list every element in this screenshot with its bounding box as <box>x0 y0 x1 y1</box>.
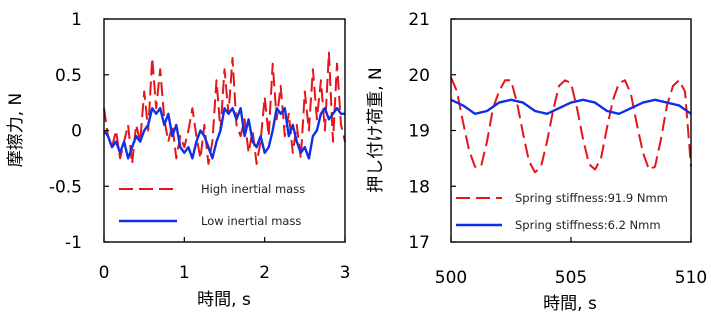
friction-force-chart: -1 -0.5 0 0.5 1 0 1 2 3 時間, s 摩擦力, N High inerti… <box>6 10 350 310</box>
load-y-tick-label: 20 <box>408 66 430 86</box>
load-ticks: 17 18 19 20 21 500 505 510 <box>408 10 707 288</box>
series-line-spring-stiffness-6-2-nmm <box>450 98 692 116</box>
series-line-spring-stiffness-91-9-nmm <box>450 77 692 174</box>
friction-x-axis-label: 時間, s <box>197 290 251 310</box>
legend-label-high-inertial-mass: High inertial mass <box>201 182 305 196</box>
load-y-tick-label: 21 <box>408 10 430 30</box>
load-legend: Spring stiffness:91.9 Nmm Spring stiffne… <box>456 191 668 232</box>
friction-legend: High inertial mass Low inertial mass <box>119 182 305 228</box>
friction-x-tick-label: 3 <box>340 263 351 283</box>
friction-y-tick-label: 1 <box>71 10 82 30</box>
friction-x-tick-label: 0 <box>99 263 110 283</box>
friction-series-layer <box>103 51 346 165</box>
load-plot-area <box>450 18 692 243</box>
friction-ticks: -1 -0.5 0 0.5 1 0 1 2 3 <box>49 10 351 283</box>
legend-label-low-inertial-mass: Low inertial mass <box>201 214 301 228</box>
legend-label-spring-stiffness-6-2: Spring stiffness:6.2 Nmm <box>515 218 661 232</box>
friction-y-tick-label: -1 <box>65 233 82 253</box>
legend-label-spring-stiffness-91-9: Spring stiffness:91.9 Nmm <box>515 191 668 205</box>
load-y-axis-label: 押し付け荷重, N <box>366 67 386 193</box>
friction-y-tick-label: -0.5 <box>49 177 82 197</box>
load-y-tick-label: 17 <box>408 233 430 253</box>
load-x-tick-label: 505 <box>555 268 587 288</box>
load-x-axis-label: 時間, s <box>543 294 597 314</box>
load-y-tick-label: 19 <box>408 122 430 142</box>
friction-x-tick-label: 2 <box>259 263 270 283</box>
series-line-low-inertial-mass <box>103 106 345 160</box>
load-x-tick-label: 500 <box>435 268 467 288</box>
series-line-high-inertial-mass <box>103 51 346 165</box>
friction-y-tick-label: 0.5 <box>55 66 82 86</box>
friction-y-tick-label: 0 <box>71 122 82 142</box>
friction-x-tick-label: 1 <box>179 263 190 283</box>
load-series-layer <box>450 77 692 174</box>
load-x-tick-label: 510 <box>675 268 707 288</box>
friction-y-axis-label: 摩擦力, N <box>6 93 26 168</box>
pressing-load-chart: 17 18 19 20 21 500 505 510 時間, s 押し付け荷重, N Spri… <box>366 10 707 314</box>
load-y-tick-label: 18 <box>408 177 430 197</box>
